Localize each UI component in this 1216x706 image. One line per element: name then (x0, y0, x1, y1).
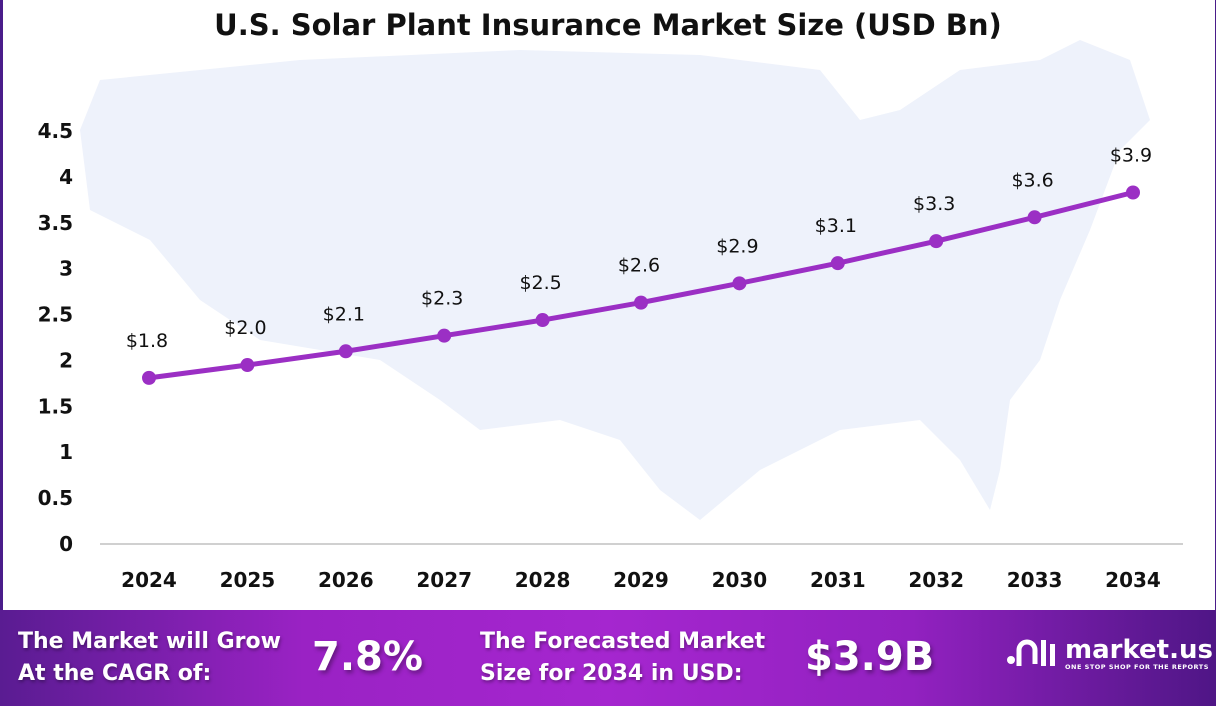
logo-tagline: ONE STOP SHOP FOR THE REPORTS (1065, 663, 1209, 671)
chart-title: U.S. Solar Plant Insurance Market Size (… (214, 8, 1002, 42)
data-point (1027, 210, 1042, 225)
x-tick-label: 2027 (416, 568, 472, 592)
data-label: $3.3 (913, 193, 955, 215)
y-tick-label: 4 (59, 165, 73, 189)
y-tick-label: 3 (59, 257, 73, 281)
x-tick-label: 2026 (318, 568, 374, 592)
x-tick-label: 2028 (515, 568, 571, 592)
cagr-text-line-1: The Market will Grow (18, 629, 281, 654)
x-tick-label: 2033 (1007, 568, 1063, 592)
x-tick-label: 2032 (908, 568, 964, 592)
y-tick-label: 0.5 (38, 486, 73, 510)
cagr-text-line-2: At the CAGR of: (18, 661, 212, 686)
data-point (1126, 185, 1140, 200)
data-label: $2.5 (519, 272, 561, 294)
data-label: $2.1 (323, 303, 365, 325)
forecast-text-line-1: The Forecasted Market (480, 629, 766, 654)
y-tick-label: 3.5 (38, 211, 73, 235)
cagr-value: 7.8% (312, 634, 423, 680)
data-point (437, 328, 452, 343)
x-tick-label: 2025 (220, 568, 276, 592)
x-tick-label: 2029 (613, 568, 669, 592)
y-tick-label: 0 (59, 532, 73, 556)
logo-name: market.us (1065, 635, 1213, 665)
x-tick-label: 2024 (121, 568, 177, 592)
line-chart: 0 0.5 1 1.5 2 2.5 3 3.5 4 4.5 2024 2025 2026 2027 202… (38, 40, 1183, 592)
y-tick-label: 4.5 (38, 119, 73, 143)
data-point (732, 276, 747, 291)
forecast-value: $3.9B (805, 634, 935, 680)
y-tick-label: 2.5 (38, 303, 73, 327)
x-tick-label: 2034 (1105, 568, 1161, 592)
data-point (240, 358, 255, 373)
x-tick-label: 2031 (810, 568, 866, 592)
cagr-label: The Market will Grow At the CAGR of: (18, 626, 281, 690)
y-tick-label: 1 (59, 440, 73, 464)
data-point (830, 256, 845, 271)
data-label: $3.6 (1011, 169, 1053, 191)
data-label: $3.9 (1110, 144, 1152, 166)
data-label: $2.0 (224, 317, 266, 339)
forecast-label: The Forecasted Market Size for 2034 in U… (480, 626, 765, 690)
data-point (929, 234, 944, 249)
logo-mark-icon (1007, 639, 1055, 666)
data-point (338, 344, 353, 359)
x-tick-label: 2030 (712, 568, 768, 592)
data-point (634, 295, 648, 310)
data-label: $1.8 (126, 330, 168, 352)
forecast-text-line-2: Size for 2034 in USD: (480, 661, 743, 686)
data-label: $2.6 (618, 255, 660, 277)
footer-banner: The Market will Grow At the CAGR of: 7.8… (0, 610, 1216, 706)
data-label: $3.1 (815, 215, 857, 237)
market-us-logo: market.us ONE STOP SHOP FOR THE REPORTS (1005, 634, 1213, 674)
data-label: $2.9 (716, 235, 758, 257)
us-map-background (80, 40, 1150, 520)
data-point (142, 370, 156, 385)
y-tick-label: 2 (59, 348, 73, 372)
data-point (535, 313, 550, 328)
data-label: $2.3 (421, 288, 463, 310)
y-tick-label: 1.5 (38, 394, 73, 418)
